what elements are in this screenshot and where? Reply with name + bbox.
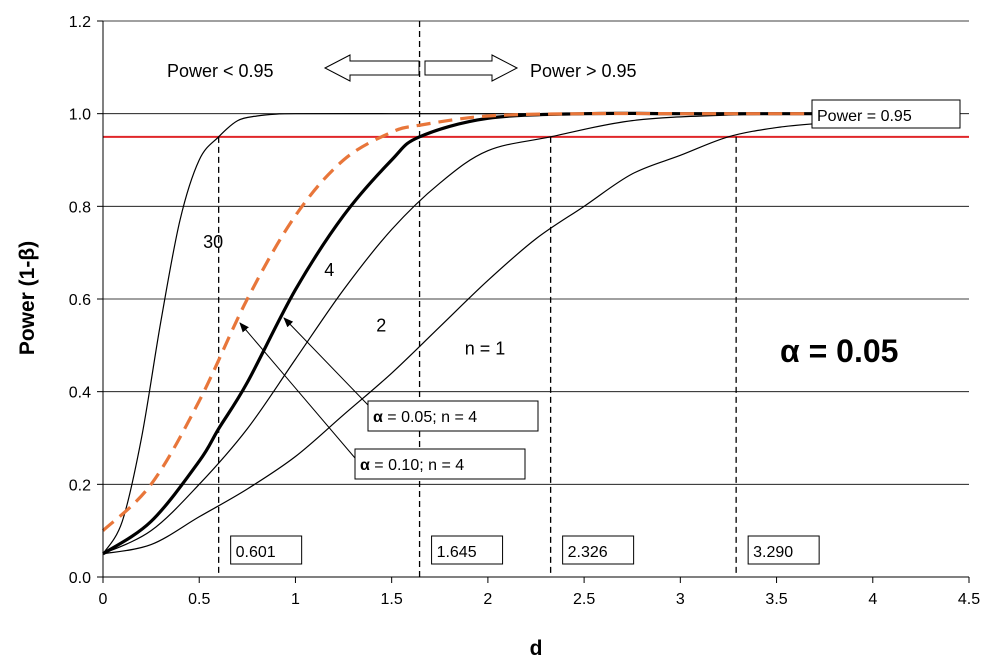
critical-label-0: 0.601 [236,544,276,561]
series-line-3 [102,113,681,555]
callout-010-box [354,448,526,480]
critical-label-3: 3.290 [753,544,793,561]
critical-box-1 [431,535,504,565]
y-tick-label-4: 0.8 [69,199,91,216]
series-line-2 [102,111,816,556]
x-tick-label-9: 4.5 [958,591,980,608]
x-tick-label-6: 3 [676,591,685,608]
x-tick-label-3: 1.5 [381,591,403,608]
series-line-4 [101,111,816,532]
x-tick-label-2: 1 [291,591,300,608]
critical-box-2 [562,535,635,565]
y-tick-label-2: 0.4 [69,385,91,402]
curve-label-3: n = 1 [465,339,506,359]
y-tick-label-5: 1.0 [69,107,91,124]
x-axis-title: d [530,637,543,660]
curve-label-1: 4 [324,260,334,280]
power-eq-label: Power = 0.95 [817,108,912,125]
series-group [101,111,825,556]
callout-010-label: α = 0.10; n = 4 [360,457,464,474]
critical-label-2: 2.326 [568,544,608,561]
x-tick-label-1: 0.5 [188,591,210,608]
callout-005-label: α = 0.05; n = 4 [373,409,477,426]
y-tick-label-1: 0.2 [69,477,91,494]
power-low-label: Power < 0.95 [167,61,274,81]
x-tick-label-5: 2.5 [573,591,595,608]
critical-label-1: 1.645 [437,544,477,561]
callout-005-arrow [283,317,369,406]
critical-box-3 [747,535,820,565]
x-tick-label-8: 4 [868,591,877,608]
curve-label-2: 2 [376,315,386,335]
tick-labels: 0 0.5 1 1.5 2 2.5 3 3.5 4 4.5 0.0 0.2 0.4 0.6 0.8 1.0 1.… [69,14,980,608]
series-line-1 [102,113,825,555]
power-eq-box [811,99,961,129]
right-arrow-shape [424,54,519,82]
power-high-label: Power > 0.95 [530,61,637,81]
y-tick-label-3: 0.6 [69,292,91,309]
callout-010-alpha: α [360,457,370,474]
x-tick-label-4: 2 [483,591,492,608]
curve-label-0: 30 [203,232,223,252]
left-arrow-shape [323,54,420,82]
curve-labels: 30 4 2 n = 1 [203,232,505,359]
critical-box-0 [230,535,303,565]
callout-005-alpha: α [373,409,383,426]
y-axis-title: Power (1-β) [16,241,39,355]
callout-010-arrow [239,322,356,459]
callout-010-text: = 0.10; n = 4 [370,457,464,474]
callout-005-box [367,400,539,432]
x-tick-label-7: 3.5 [765,591,787,608]
y-tick-label-6: 1.2 [69,14,91,31]
callout-005-text: = 0.05; n = 4 [383,409,477,426]
y-tick-label-0: 0.0 [69,570,91,587]
x-tick-label-0: 0 [99,591,108,608]
series-line-0 [102,122,825,555]
alpha-big-label: α = 0.05 [780,333,898,369]
